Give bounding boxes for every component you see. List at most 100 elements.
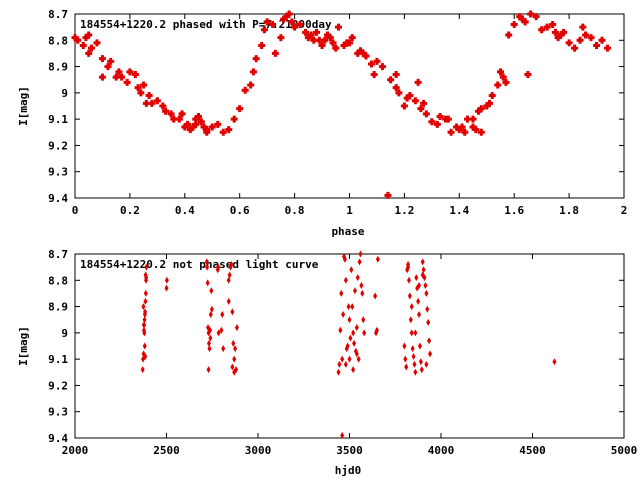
data-point [307, 31, 315, 39]
data-point [329, 39, 337, 47]
data-point [428, 118, 436, 126]
data-point [408, 316, 413, 324]
data-point [557, 31, 565, 39]
data-point [384, 191, 392, 199]
data-point [420, 99, 428, 107]
y-tick-label: 8.9 [48, 61, 68, 74]
data-point [209, 287, 214, 295]
data-point [231, 339, 236, 347]
data-point [142, 99, 150, 107]
data-point [496, 68, 504, 76]
y-tick-label: 9 [61, 87, 68, 100]
x-tick-label: 1.4 [449, 204, 469, 217]
data-point [355, 274, 360, 282]
data-point [472, 126, 480, 134]
data-point [436, 113, 444, 121]
data-point [315, 36, 323, 44]
data-point [402, 342, 407, 350]
data-point [571, 44, 579, 52]
data-point [142, 329, 147, 337]
data-point [453, 123, 461, 131]
data-point [345, 342, 350, 350]
data-point [141, 321, 146, 329]
data-point [604, 44, 612, 52]
data-point [421, 266, 426, 274]
data-point [428, 350, 433, 358]
data-point [142, 316, 147, 324]
data-point [367, 60, 375, 68]
data-point [137, 89, 145, 97]
data-point [115, 68, 123, 76]
data-point [362, 329, 367, 337]
data-point [233, 345, 238, 353]
x-axis-label: hjd0 [335, 464, 362, 477]
data-point [167, 110, 175, 118]
data-point [258, 42, 266, 50]
x-tick-label: 0.4 [175, 204, 195, 217]
data-point [324, 31, 332, 39]
data-point [197, 118, 205, 126]
y-tick-label: 9.3 [48, 166, 68, 179]
data-point [510, 21, 518, 29]
data-point [143, 353, 148, 361]
data-point [227, 271, 232, 279]
y-tick-label: 9.4 [48, 432, 68, 445]
data-point [141, 303, 146, 311]
axis-ticks: 0 0.2 0.4 0.6 0.8 1 1.2 1.4 1.6 1.8 2 8.7 8.8 8.9 9 9.1… [48, 8, 627, 217]
data-point [269, 21, 277, 29]
data-point [288, 18, 296, 26]
data-point [360, 289, 365, 297]
data-point [335, 23, 343, 31]
data-point [93, 39, 101, 47]
data-point [413, 329, 418, 337]
data-point [82, 34, 90, 42]
data-point [392, 84, 400, 92]
y-tick-label: 9.2 [48, 379, 68, 392]
data-point [464, 115, 472, 123]
x-tick-label: 1.8 [559, 204, 579, 217]
x-tick-label: 2 [621, 204, 628, 217]
data-point [226, 276, 231, 284]
data-point [347, 316, 352, 324]
data-point [285, 10, 293, 18]
data-point [144, 274, 149, 282]
data-point [134, 84, 142, 92]
data-point [208, 123, 216, 131]
data-point [352, 339, 357, 347]
data-point [280, 15, 288, 23]
data-point [184, 120, 192, 128]
data-point [144, 263, 149, 271]
data-point [189, 123, 197, 131]
data-point [422, 110, 430, 118]
x-tick-label: 4500 [519, 444, 546, 457]
data-point [358, 250, 363, 258]
data-point [477, 105, 485, 113]
data-point [341, 310, 346, 318]
data-point [543, 23, 551, 31]
data-point [232, 355, 237, 363]
data-point [332, 44, 340, 52]
x-tick-label: 4000 [428, 444, 455, 457]
data-point [420, 271, 425, 279]
data-point [409, 303, 414, 311]
data-point [554, 34, 562, 42]
y-tick-label: 9.1 [48, 113, 68, 126]
data-point [362, 52, 370, 60]
data-point [392, 70, 400, 78]
data-point [406, 91, 414, 99]
data-point [340, 431, 345, 439]
data-point [576, 36, 584, 44]
data-point [126, 68, 134, 76]
data-point [417, 310, 422, 318]
data-point [551, 28, 559, 36]
data-point [346, 303, 351, 311]
data-point [356, 47, 364, 55]
data-point [71, 34, 79, 42]
data-point [348, 34, 356, 42]
data-point [461, 128, 469, 136]
data-point [340, 42, 348, 50]
x-tick-label: 1.6 [504, 204, 524, 217]
data-point [426, 318, 431, 326]
data-point [410, 345, 415, 353]
data-point [424, 289, 429, 297]
